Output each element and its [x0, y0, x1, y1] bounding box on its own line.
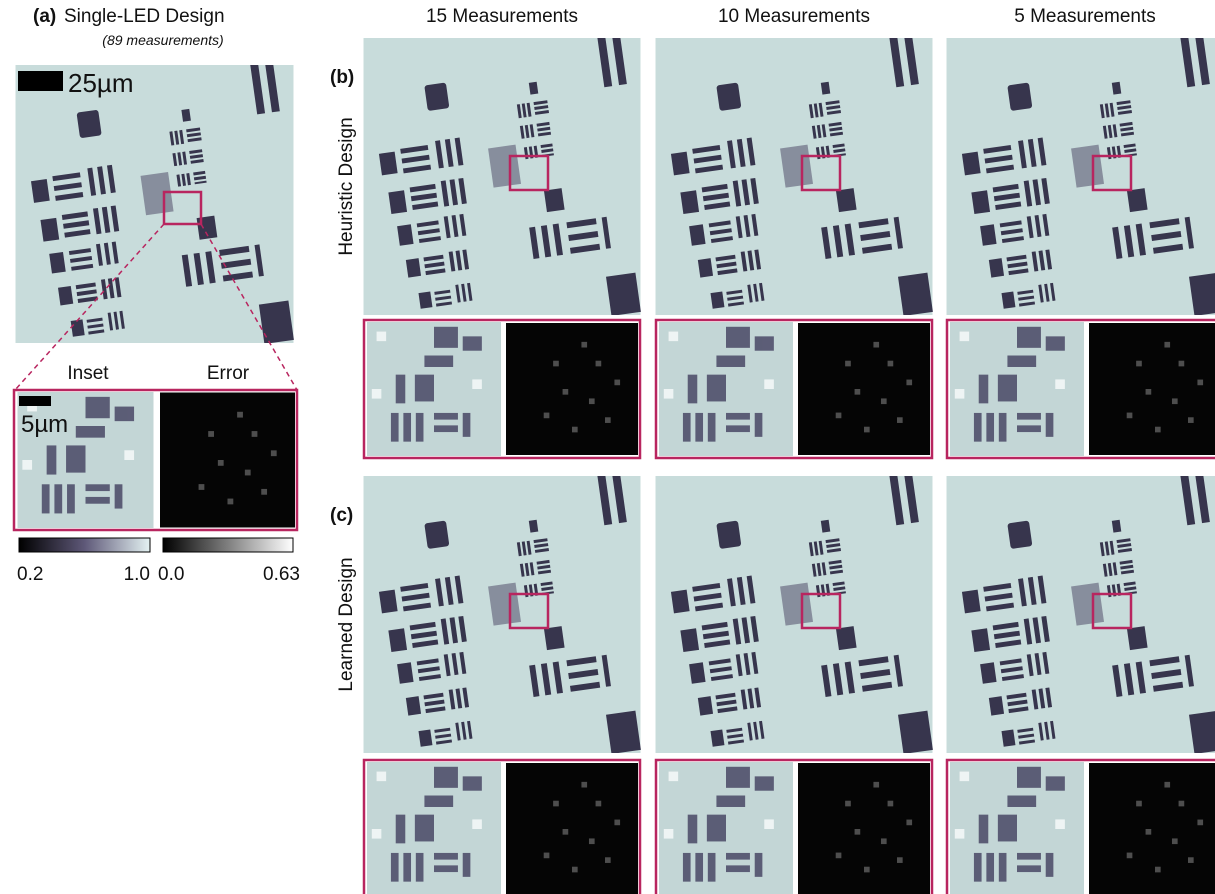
row-title: Learned Design	[336, 557, 357, 691]
scale-bar	[19, 396, 51, 406]
error-image	[1089, 323, 1215, 455]
colorbar-tick: 0.0	[158, 564, 184, 585]
colorbar-tick: 1.0	[124, 564, 150, 585]
column-header: 10 Measurements	[718, 6, 870, 27]
panel-label: (a)	[33, 6, 56, 27]
colorbar	[163, 538, 293, 552]
inset-image	[367, 322, 501, 456]
error-image	[506, 763, 638, 894]
figure: (a) Single-LED Design (89 measurements) …	[0, 0, 1215, 894]
panel-subtitle: (89 measurements)	[102, 32, 223, 48]
row-title: Heuristic Design	[336, 117, 357, 255]
inset-image	[659, 322, 793, 456]
colorbar-tick: 0.2	[17, 564, 43, 585]
scale-bar	[18, 71, 63, 91]
inset-image	[659, 762, 793, 894]
panel-title: Single-LED Design	[64, 6, 225, 27]
inset-label: Inset	[67, 363, 109, 384]
scale-bar-label: 5µm	[21, 411, 68, 438]
error-image	[160, 393, 295, 528]
row-label: (b)	[330, 67, 354, 88]
colorbar-tick: 0.63	[263, 564, 300, 585]
inset-image	[950, 762, 1084, 894]
column-header: 15 Measurements	[426, 6, 578, 27]
error-label: Error	[207, 363, 250, 384]
column-header: 5 Measurements	[1014, 6, 1156, 27]
scale-bar-label: 25µm	[68, 68, 134, 98]
error-image	[1089, 763, 1215, 894]
inset-image	[367, 762, 501, 894]
colorbar	[19, 538, 150, 552]
inset-image	[950, 322, 1084, 456]
error-image	[798, 763, 930, 894]
error-image	[506, 323, 638, 455]
reconstruction-image	[947, 25, 1215, 345]
error-image	[798, 323, 930, 455]
reconstruction-image	[947, 463, 1215, 783]
row-label: (c)	[330, 505, 353, 526]
